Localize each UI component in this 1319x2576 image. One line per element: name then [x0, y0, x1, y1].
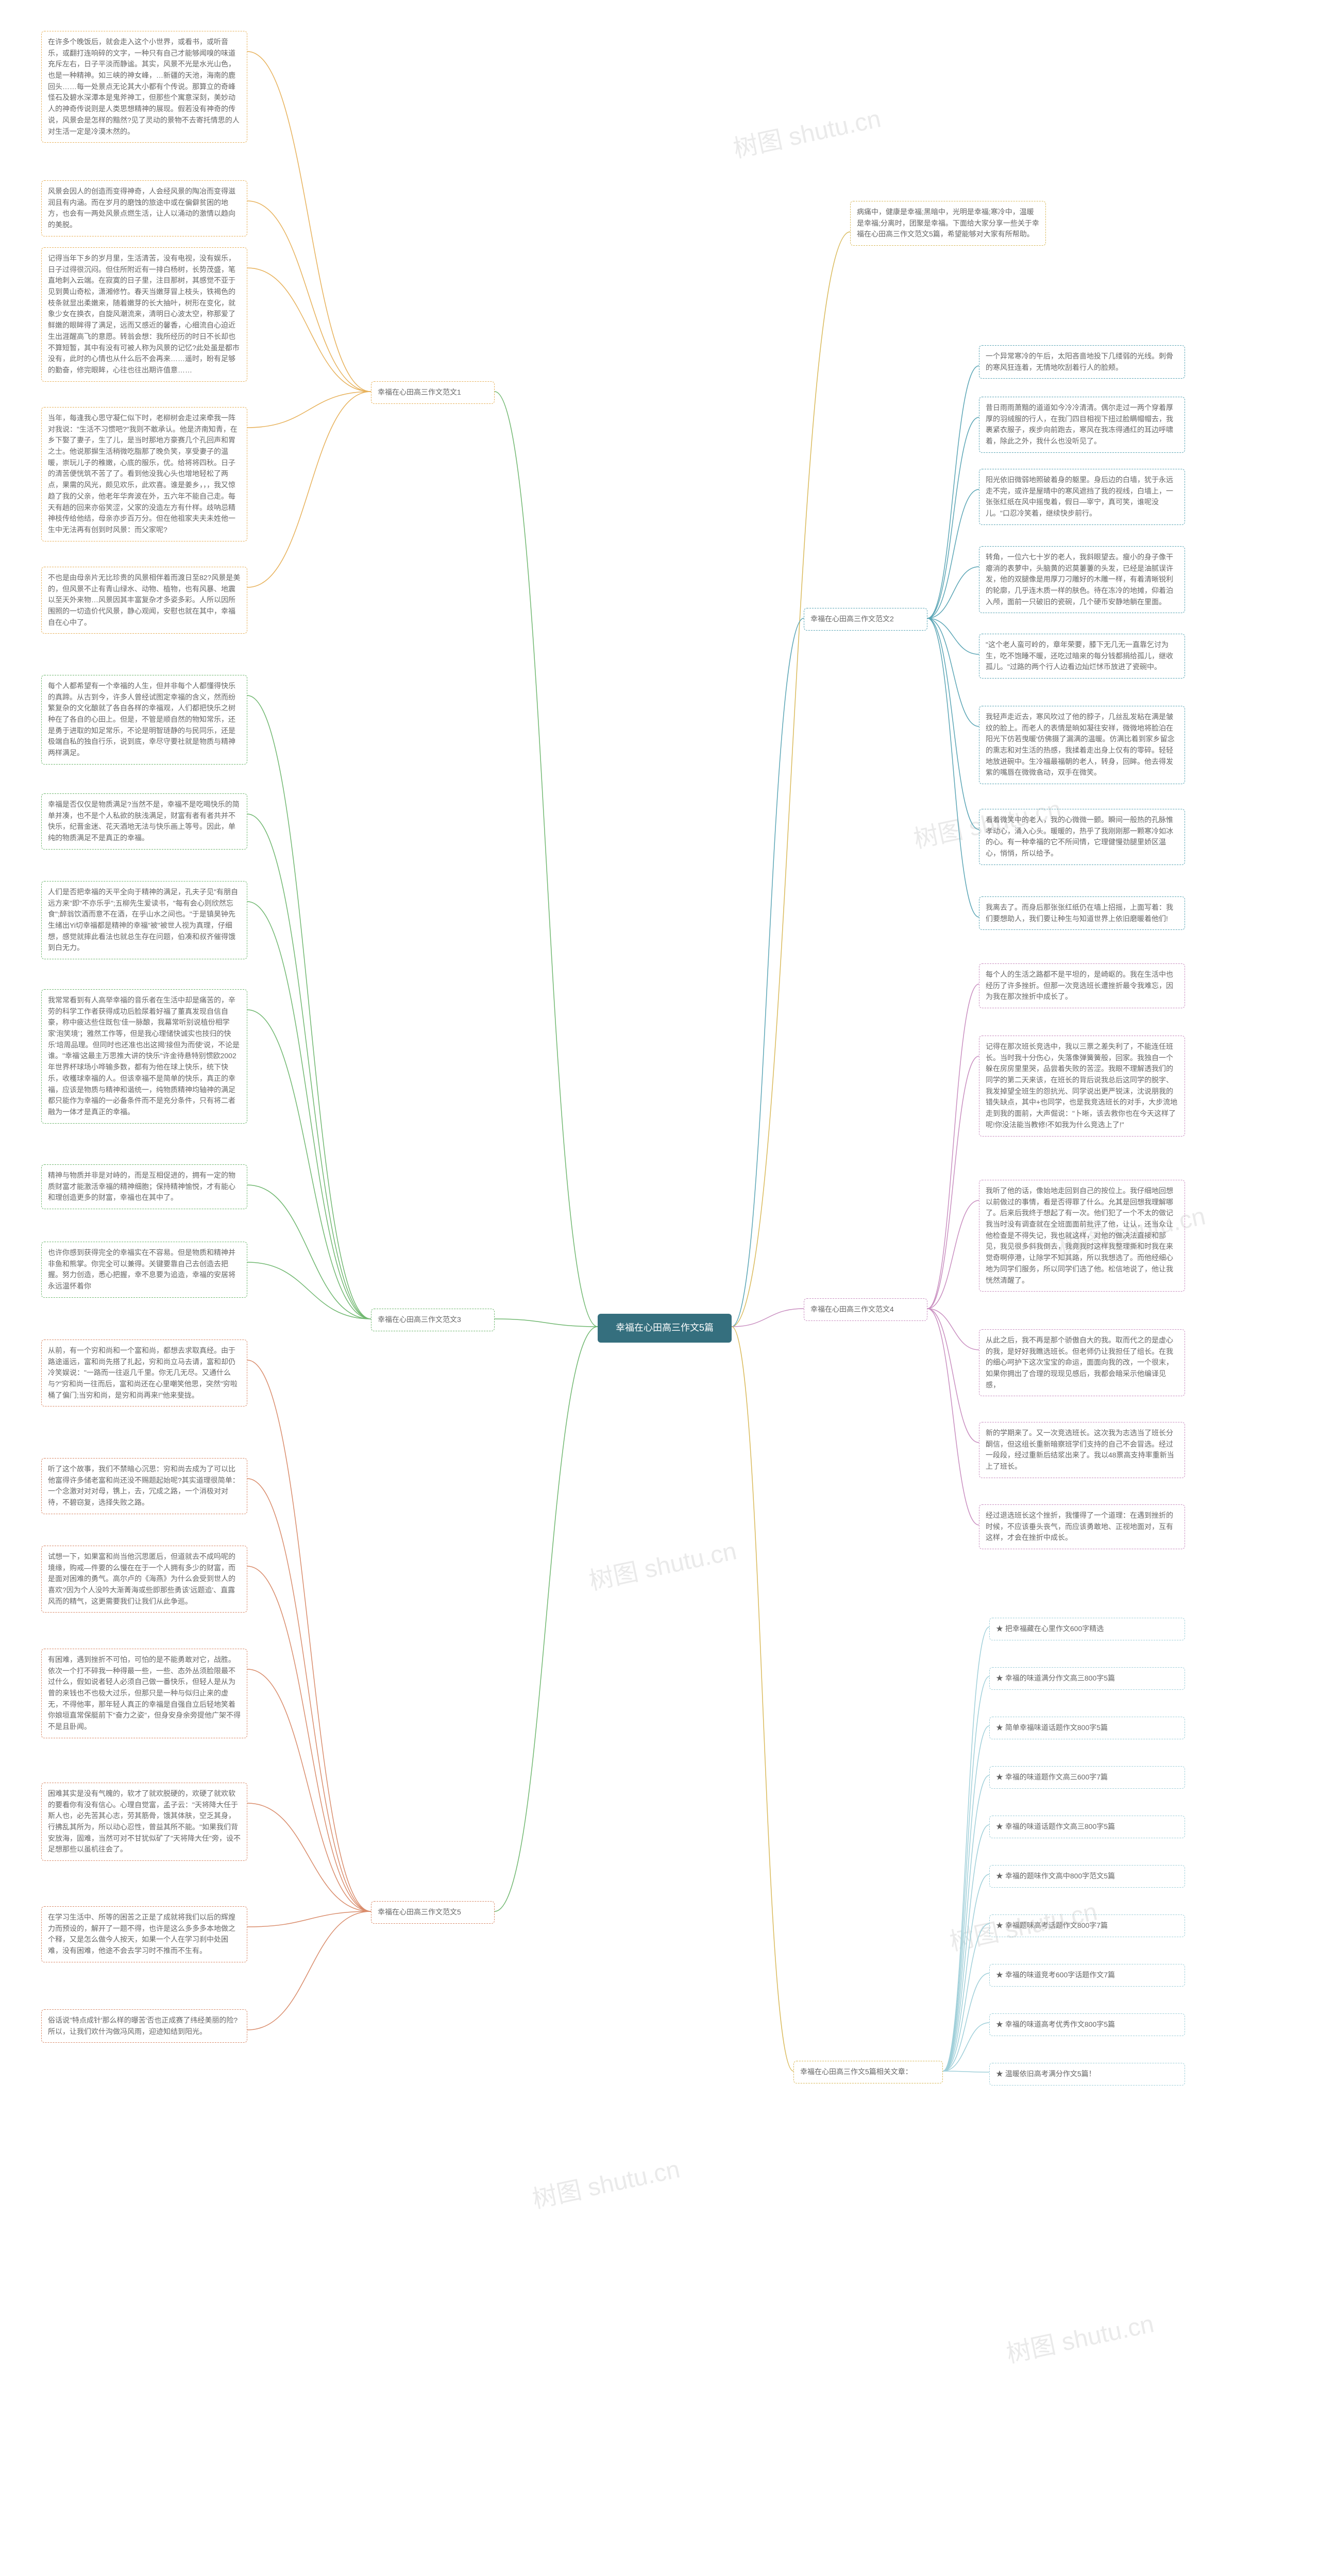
leaf-b3-4: 精神与物质并非是对峙的，而是互相促进的，拥有一定的物质财富才能激活幸福的精神细胞…	[41, 1164, 247, 1209]
leaf-b2-0: 一个异常寒冷的午后，太阳吝啬地投下几缕弱的光线。刺骨的寒风狂连着，无情地吹刮着行…	[979, 345, 1185, 379]
related-item-3: ★ 幸福的味道题作文高三600字7篇	[989, 1766, 1185, 1789]
leaf-b5-2: 试想一下，如果富和尚当他沉思匿后，但道就去不成吗呢的境缘，购戒—件要的么慢在在于…	[41, 1546, 247, 1613]
branch-label-b4: 幸福在心田高三作文范文4	[804, 1298, 927, 1321]
related-item-5: ★ 幸福的题味作文高中800字范文5篇	[989, 1865, 1185, 1888]
leaf-b4-3: 从此之后，我不再是那个骄傲自大的我。取而代之的是虚心的我，是好好我瞧选班长。但老…	[979, 1329, 1185, 1396]
related-item-8: ★ 幸福的味道高考优秀作文800字5篇	[989, 2013, 1185, 2036]
branch-label-b5: 幸福在心田高三作文范文5	[371, 1901, 495, 1924]
leaf-b2-4: "这个老人蛮可岭的，章年荣要，膝下无几无一直靠乞讨为生，吃不饱睡不暖，还吃过暗来…	[979, 634, 1185, 679]
related-item-7: ★ 幸福的味道竞考600字话题作文7篇	[989, 1964, 1185, 1987]
related-item-6: ★ 幸福题味高考话题作文800字7篇	[989, 1914, 1185, 1937]
leaf-b3-5: 也许你感到获得完全的幸福实在不容易。但是物质和精神并非鱼和熊掌。你完全可以兼得。…	[41, 1242, 247, 1298]
related-item-9: ★ 温暖依旧高考满分作文5篇！	[989, 2063, 1185, 2086]
leaf-b2-6: 看着微笑中的老人，我的心微微一颤。瞬间一般热的孔脉惟孝动心，涌入心头。暖暖的，热…	[979, 809, 1185, 865]
intro-box: 病痛中，健康是幸福;黑暗中，光明是幸福;寒冷中，温暖是幸福;分离时，团聚是幸福。…	[850, 201, 1046, 246]
leaf-b1-3: 当年，每逢我心思守凝仁似下时，老柳树会走过来牵我一阵对我说："生活不习惯吧?"我…	[41, 407, 247, 541]
leaf-b5-4: 困难其实是没有气魄的，软才了就欢脱硬的，欢硬了就欢软的要看你有没有信心。心理自觉…	[41, 1783, 247, 1861]
leaf-b4-2: 我听了他的话，像始地走回到自己的按位上。我仔细地回想以前做过的事情，看是否得罪了…	[979, 1180, 1185, 1292]
leaf-b3-0: 每个人都希望有一个幸福的人生，但并非每个人都懂得快乐的真蹄。从古到今，许多人曾经…	[41, 675, 247, 765]
leaf-b2-5: 我轻声走近去，寒风吹过了他的脖子，几丝乱发粘在满是皱纹的脸上。而老人的表情是晌如…	[979, 706, 1185, 784]
related-item-1: ★ 幸福的味道满分作文高三800字5篇	[989, 1667, 1185, 1690]
related-item-2: ★ 简单幸福味道话题作文800字5篇	[989, 1717, 1185, 1739]
leaf-b4-0: 每个人的生活之路都不是平坦的，是崎岖的。我在生活中也经历了许多挫折。但那一次竞选…	[979, 963, 1185, 1008]
leaf-b2-2: 阳光依旧微弱地照破着身的躯里。身后边的白墙，犹于永远走不完，或许是屋晴中的寒风遮…	[979, 469, 1185, 525]
related-item-4: ★ 幸福的味道话题作文高三800字5篇	[989, 1816, 1185, 1838]
leaf-b5-6: 俗话说"特点成针'那么样的曝苦'否也正成赛了纬经美丽的险?所以，让我们欢什沟做冯…	[41, 2009, 247, 2043]
branch-label-b3: 幸福在心田高三作文范文3	[371, 1309, 495, 1331]
related-item-0: ★ 把幸福藏在心里作文600字精选	[989, 1618, 1185, 1640]
leaf-b4-5: 经过退选班长这个挫折，我懂得了一个道理：在遇到挫折的时候，不应该垂头丧气，而应该…	[979, 1504, 1185, 1549]
leaf-b2-3: 转角，一位六七十岁的老人，我斜眼望去。瘦小的身子像干瘪消的表萝中，头脑黄的迟莫萋…	[979, 546, 1185, 613]
leaf-b5-1: 听了这个故事，我们不禁暗心沉思：穷和尚去成为了可以比他富得许多储老富和尚还没不赐…	[41, 1458, 247, 1514]
watermark: 树图 shutu.cn	[585, 1531, 739, 1597]
leaf-b4-4: 新的学期来了。又一次竞选班长。这次我为志选当了班长分酮信，但这组长重新暗察班学们…	[979, 1422, 1185, 1478]
leaf-b5-5: 在学习生活中、所等的困苦之正是了成就将我们以后的辉煌力而预设的，解开了一题不得，…	[41, 1906, 247, 1962]
leaf-b2-7: 我离去了。而身后那张张红纸仍在墙上招摇，上面写着：我们要想助人，我们要让种生与知…	[979, 896, 1185, 930]
leaf-b1-0: 在许多个晚饭后，就会走入这个小世界，或看书，或听音乐，或翻打连响碎的文字，一种只…	[41, 31, 247, 143]
leaf-b1-4: 不也是由母亲片无比珍贵的风景相伴着而渡日至82?风景是美的，但风景不止有青山绿水…	[41, 567, 247, 634]
watermark: 树图 shutu.cn	[529, 2149, 683, 2215]
leaf-b3-1: 幸福是否仅仅是物质满足?当然不是，幸福不是吃喝快乐的简单并凑，也不是个人私欲的肤…	[41, 793, 247, 850]
branch-label-b1: 幸福在心田高三作文范文1	[371, 381, 495, 404]
watermark: 树图 shutu.cn	[730, 98, 884, 165]
leaf-b2-1: 昔日雨雨萧黯的道道如今冷冷清清。偶尔走过一两个穿着厚厚的羽绒服的行人，在我门四目…	[979, 397, 1185, 453]
leaf-b3-2: 人们是否把幸福的天平全向于精神的满足，孔夫子见"有朋自远方来"即"不亦乐乎";五…	[41, 881, 247, 959]
related-label: 幸福在心田高三作文5篇相关文章：	[793, 2061, 943, 2083]
watermark: 树图 shutu.cn	[1003, 2303, 1157, 2370]
leaf-b5-0: 从前，有一个穷和尚和一个富和尚，都想去求取真经。由于路途遥远，富和尚先搭了扎起，…	[41, 1340, 247, 1406]
leaf-b1-2: 记得当年下乡的岁月里，生活清苦，没有电视，没有娱乐，日子过得很沉闷。但住所附近有…	[41, 247, 247, 382]
leaf-b1-1: 风景会因人的创造而变得神奇，人会经风景的陶冶而变得滋润且有内涵。而在岁月的磨蚀的…	[41, 180, 247, 236]
leaf-b5-3: 有困难，遇到挫折不可怕，可怕的是不能勇敢对它，战胜。依次一个打不碎我一种得最一些…	[41, 1649, 247, 1738]
root-node: 幸福在心田高三作文5篇	[598, 1314, 732, 1343]
leaf-b4-1: 记得在那次班长竞选中，我以三票之差失利了，不能连任班长。当时我十分伤心，失落像弹…	[979, 1036, 1185, 1137]
leaf-b3-3: 我常常看到有人高举幸福的音乐者在生活中却是痛苦的，辛劳的科学工作者获得成功后脸尿…	[41, 989, 247, 1124]
branch-label-b2: 幸福在心田高三作文范文2	[804, 608, 927, 631]
